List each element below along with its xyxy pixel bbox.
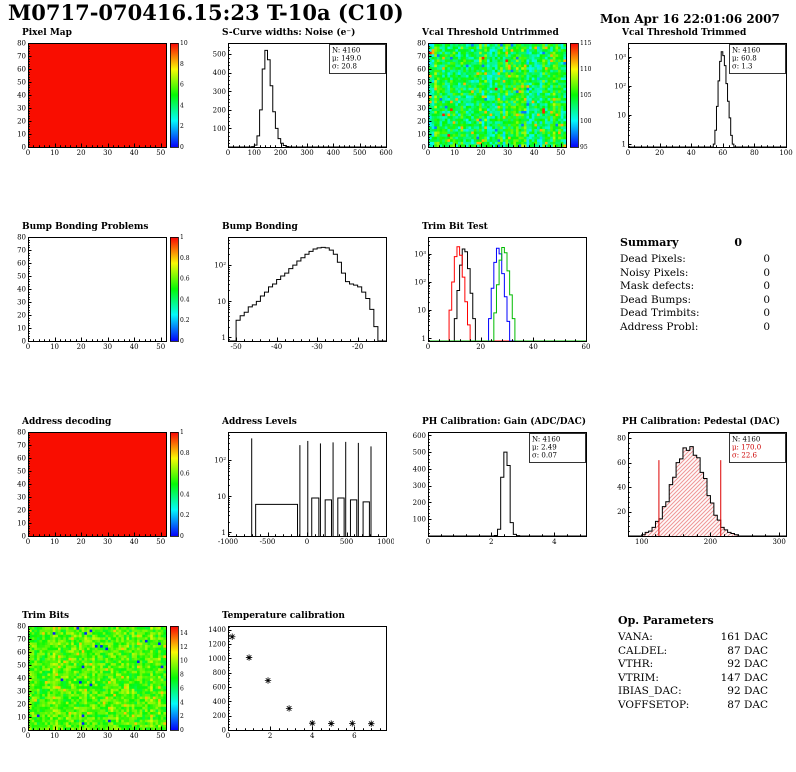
summary-row-dead-bumps: Dead Bumps: 0 xyxy=(620,294,770,308)
summary-title: Summary xyxy=(620,236,679,249)
summary-value: 0 xyxy=(763,320,770,333)
page-title: M0717-070416.15:23 T-10a (C10) xyxy=(8,0,404,25)
op-param-value: 147 DAC xyxy=(720,671,768,684)
summary-value: 0 xyxy=(763,266,770,279)
op-param-label: IBIAS_DAC: xyxy=(618,685,682,698)
plot-trim-bit-test: Trim Bit Test xyxy=(408,222,594,354)
plot-title-ph-pedestal: PH Calibration: Pedestal (DAC) xyxy=(622,417,781,427)
summary-value: 0 xyxy=(763,280,770,293)
summary-row-mask-defects: Mask defects: 0 xyxy=(620,280,770,294)
summary-panel: Summary 0 Dead Pixels: 0 Noisy Pixels: 0… xyxy=(620,236,770,335)
plot-canvas-vcal-threshold-trimmed xyxy=(608,39,794,159)
plot-bump-bonding-problems: Bump Bonding Problems xyxy=(8,222,194,354)
plot-title-bump-bonding-problems: Bump Bonding Problems xyxy=(22,222,149,232)
plot-canvas-scurve-noise xyxy=(208,39,394,159)
summary-label: Mask defects: xyxy=(620,280,695,293)
summary-total: 0 xyxy=(734,236,742,249)
plot-canvas-pixel-map xyxy=(8,39,194,159)
plot-title-temperature-calibration: Temperature calibration xyxy=(222,611,345,621)
op-parameters-header: Op. Parameters xyxy=(618,614,768,631)
op-param-row-voffsetop: VOFFSETOP: 87 DAC xyxy=(618,699,768,713)
plot-temperature-calibration: Temperature calibration xyxy=(208,611,394,743)
plot-pixel-map: Pixel Map xyxy=(8,28,194,160)
plot-scurve-noise: S-Curve widths: Noise (e⁻) xyxy=(208,28,394,160)
op-param-value: 92 DAC xyxy=(727,658,768,671)
op-param-value: 87 DAC xyxy=(727,644,768,657)
plot-canvas-ph-pedestal xyxy=(608,428,794,548)
plot-trim-bits: Trim Bits xyxy=(8,611,194,743)
summary-value: 0 xyxy=(763,293,770,306)
plot-canvas-trim-bit-test xyxy=(408,233,594,353)
plot-canvas-bump-bonding xyxy=(208,233,394,353)
summary-row-address-probl: Address Probl: 0 xyxy=(620,321,770,335)
plot-vcal-threshold-untrimmed: Vcal Threshold Untrimmed xyxy=(408,28,594,160)
op-param-label: VTRIM: xyxy=(618,671,659,684)
plot-canvas-ph-gain xyxy=(408,428,594,548)
op-param-row-vthr: VTHR: 92 DAC xyxy=(618,658,768,672)
op-param-value: 87 DAC xyxy=(727,698,768,711)
plot-canvas-vcal-threshold-untrimmed xyxy=(408,39,594,159)
summary-row-noisy-pixels: Noisy Pixels: 0 xyxy=(620,267,770,281)
summary-row-dead-trimbits: Dead Trimbits: 0 xyxy=(620,307,770,321)
summary-header: Summary 0 xyxy=(620,236,742,253)
summary-value: 0 xyxy=(763,253,770,265)
plot-canvas-address-levels xyxy=(208,428,394,548)
plot-address-levels: Address Levels xyxy=(208,417,394,549)
summary-label: Dead Trimbits: xyxy=(620,307,700,320)
plot-ph-gain: PH Calibration: Gain (ADC/DAC) xyxy=(408,417,594,549)
plot-ph-pedestal: PH Calibration: Pedestal (DAC) xyxy=(608,417,794,549)
op-param-row-ibias-dac: IBIAS_DAC: 92 DAC xyxy=(618,685,768,699)
plot-address-decoding: Address decoding xyxy=(8,417,194,549)
op-param-value: 161 DAC xyxy=(720,631,768,643)
plot-title-bump-bonding: Bump Bonding xyxy=(222,222,298,232)
summary-label: Dead Bumps: xyxy=(620,293,692,306)
op-param-row-vtrim: VTRIM: 147 DAC xyxy=(618,672,768,686)
plot-title-vcal-threshold-untrimmed: Vcal Threshold Untrimmed xyxy=(422,28,559,38)
plot-title-pixel-map: Pixel Map xyxy=(22,28,72,38)
plot-canvas-address-decoding xyxy=(8,428,194,548)
plot-canvas-temperature-calibration xyxy=(208,622,394,742)
plot-canvas-trim-bits xyxy=(8,622,194,742)
summary-label: Dead Pixels: xyxy=(620,253,686,265)
plot-title-trim-bit-test: Trim Bit Test xyxy=(422,222,488,232)
plot-canvas-bump-bonding-problems xyxy=(8,233,194,353)
op-parameters-title: Op. Parameters xyxy=(618,614,714,627)
op-param-row-caldel: CALDEL: 87 DAC xyxy=(618,645,768,659)
plot-vcal-threshold-trimmed: Vcal Threshold Trimmed xyxy=(608,28,794,160)
op-parameters-panel: Op. Parameters VANA: 161 DAC CALDEL: 87 … xyxy=(618,614,768,713)
op-param-label: VANA: xyxy=(618,631,653,643)
plot-bump-bonding: Bump Bonding xyxy=(208,222,394,354)
op-param-row-vana: VANA: 161 DAC xyxy=(618,631,768,645)
summary-value: 0 xyxy=(763,307,770,320)
summary-label: Address Probl: xyxy=(620,320,699,333)
plot-title-vcal-threshold-trimmed: Vcal Threshold Trimmed xyxy=(622,28,747,38)
plot-title-trim-bits: Trim Bits xyxy=(22,611,70,621)
op-param-label: VTHR: xyxy=(618,658,654,671)
plot-title-scurve-noise: S-Curve widths: Noise (e⁻) xyxy=(222,28,356,38)
op-param-value: 92 DAC xyxy=(727,685,768,698)
plot-title-address-levels: Address Levels xyxy=(222,417,297,427)
op-param-label: CALDEL: xyxy=(618,644,668,657)
plot-title-address-decoding: Address decoding xyxy=(22,417,112,427)
op-param-label: VOFFSETOP: xyxy=(618,698,690,711)
summary-label: Noisy Pixels: xyxy=(620,266,689,279)
summary-row-dead-pixels: Dead Pixels: 0 xyxy=(620,253,770,267)
timestamp: Mon Apr 16 22:01:06 2007 xyxy=(600,12,780,26)
plot-title-ph-gain: PH Calibration: Gain (ADC/DAC) xyxy=(422,417,586,427)
